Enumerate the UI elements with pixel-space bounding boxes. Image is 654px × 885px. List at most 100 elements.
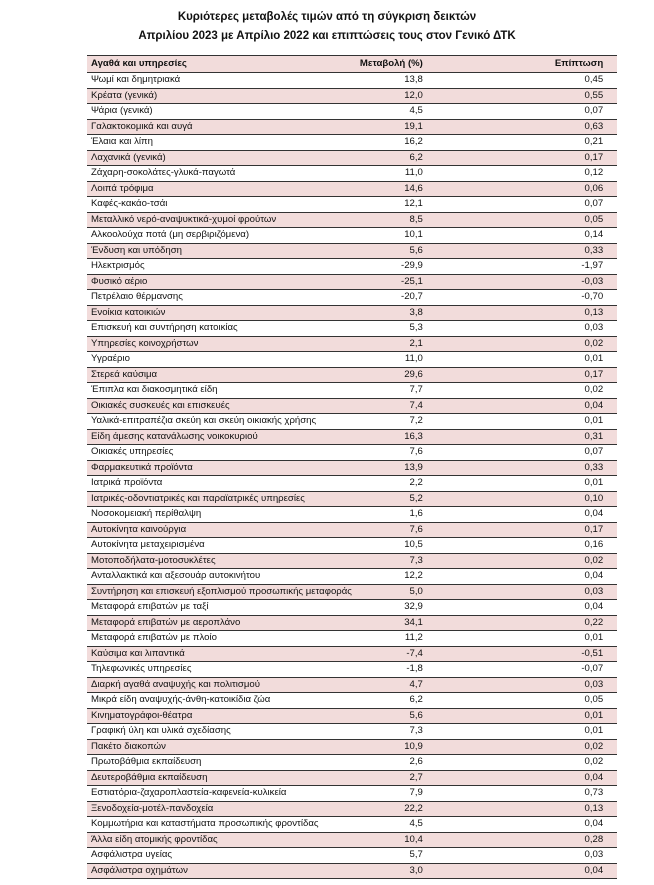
table-row: Διαρκή αγαθά αναψυχής και πολιτισμού 4,7 0… [87,677,618,693]
price-changes-table: Αγαθά και υπηρεσίες Μεταβολή (%) Επίπτωσ… [87,55,618,879]
change-percent-cell: 12,1 [355,196,551,213]
item-name-cell: Ένδυση και υπόδηση [87,243,356,259]
table-row: Οικιακές υπηρεσίες 7,6 0,07 [87,444,618,461]
item-name-cell: Στερεά καύσιμα [87,367,356,383]
change-percent-cell: 5,6 [355,243,551,259]
table-row: Αυτοκίνητα καινούργια 7,6 0,17 [87,522,618,538]
table-row: Ψάρια (γενικά) 4,5 0,07 [87,103,618,120]
change-percent-cell: 5,6 [355,708,551,724]
change-percent-cell: 4,5 [355,103,551,120]
item-name-cell: Δευτεροβάθμια εκπαίδευση [87,770,356,786]
table-row: Εστιατόρια-ζαχαροπλαστεία-καφενεία-κυλικ… [87,785,618,802]
change-percent-cell: -1,8 [355,661,551,678]
table-row: Ξενοδοχεία-μοτέλ-πανδοχεία 22,2 0,13 [87,801,618,817]
item-name-cell: Κρέατα (γενικά) [87,88,356,104]
impact-cell: 0,33 [550,460,618,476]
impact-cell: 0,05 [550,692,618,709]
change-percent-cell: 11,0 [355,351,551,368]
table-row: Συντήρηση και επισκευή εξοπλισμού προσωπ… [87,584,618,600]
impact-cell: 0,31 [550,429,618,445]
change-percent-cell: 29,6 [355,367,551,383]
impact-cell: 0,13 [550,305,618,321]
impact-cell: 0,13 [550,801,618,817]
impact-cell: 0,03 [550,847,618,864]
item-name-cell: Πετρέλαιο θέρμανσης [87,289,356,306]
impact-cell: 0,04 [550,599,618,616]
table-row: Ιατρικές-οδοντιατρικές και παραϊατρικές … [87,491,618,507]
item-name-cell: Συντήρηση και επισκευή εξοπλισμού προσωπ… [87,584,356,600]
impact-cell: 0,07 [550,103,618,120]
change-percent-cell: 2,1 [355,336,551,352]
item-name-cell: Νοσοκομειακή περίθαλψη [87,506,356,523]
change-percent-cell: 19,1 [355,119,551,135]
table-row: Κρέατα (γενικά) 12,0 0,55 [87,88,618,104]
impact-cell: 0,02 [550,553,618,569]
item-name-cell: Είδη άμεσης κατανάλωσης νοικοκυριού [87,429,356,445]
item-name-cell: Υγραέριο [87,351,356,368]
impact-cell: 0,03 [550,320,618,337]
change-percent-cell: 10,1 [355,227,551,244]
item-name-cell: Έλαια και λίπη [87,134,356,151]
change-percent-cell: 32,9 [355,599,551,616]
change-percent-cell: 16,2 [355,134,551,151]
table-row: Φυσικό αέριο -25,1 -0,03 [87,274,618,290]
table-row: Ένδυση και υπόδηση 5,6 0,33 [87,243,618,259]
change-percent-cell: 5,2 [355,491,551,507]
item-name-cell: Οικιακές υπηρεσίες [87,444,356,461]
item-name-cell: Γραφική ύλη και υλικά σχεδίασης [87,723,356,740]
table-row: Πακέτο διακοπών 10,9 0,02 [87,739,618,755]
impact-cell: 0,10 [550,491,618,507]
table-row: Ενοίκια κατοικιών 3,8 0,13 [87,305,618,321]
impact-cell: 0,04 [550,568,618,585]
item-name-cell: Άλλα είδη ατομικής φροντίδας [87,832,356,848]
item-name-cell: Καφές-κακάο-τσάι [87,196,356,213]
impact-cell: 0,07 [550,196,618,213]
impact-cell: 0,28 [550,832,618,848]
table-row: Δευτεροβάθμια εκπαίδευση 2,7 0,04 [87,770,618,786]
item-name-cell: Φυσικό αέριο [87,274,356,290]
impact-cell: -0,07 [550,661,618,678]
item-name-cell: Ιατρικές-οδοντιατρικές και παραϊατρικές … [87,491,356,507]
impact-cell: 0,17 [550,367,618,383]
item-name-cell: Ξενοδοχεία-μοτέλ-πανδοχεία [87,801,356,817]
impact-cell: 0,04 [550,398,618,414]
column-header-goods-services: Αγαθά και υπηρεσίες [87,55,356,73]
change-percent-cell: 2,7 [355,770,551,786]
impact-cell: 0,01 [550,723,618,740]
table-row: Οικιακές συσκευές και επισκευές 7,4 0,04 [87,398,618,414]
item-name-cell: Ενοίκια κατοικιών [87,305,356,321]
table-row: Έπιπλα και διακοσμητικά είδη 7,7 0,02 [87,382,618,399]
impact-cell: 0,21 [550,134,618,151]
impact-cell: 0,17 [550,522,618,538]
item-name-cell: Καύσιμα και λιπαντικά [87,646,356,662]
impact-cell: 0,02 [550,382,618,399]
table-row: Υαλικά-επιτραπέζια σκεύη και σκεύη οικια… [87,413,618,430]
item-name-cell: Μεταφορά επιβατών με αεροπλάνο [87,615,356,631]
change-percent-cell: 16,3 [355,429,551,445]
change-percent-cell: 11,0 [355,165,551,182]
change-percent-cell: 12,2 [355,568,551,585]
impact-cell: 0,05 [550,212,618,228]
change-percent-cell: 4,7 [355,677,551,693]
change-percent-cell: 7,6 [355,444,551,461]
table-row: Ασφάλιστρα υγείας 5,7 0,03 [87,847,618,864]
item-name-cell: Ψάρια (γενικά) [87,103,356,120]
impact-cell: -0,03 [550,274,618,290]
impact-cell: 0,55 [550,88,618,104]
item-name-cell: Φαρμακευτικά προϊόντα [87,460,356,476]
item-name-cell: Υπηρεσίες κοινοχρήστων [87,336,356,352]
impact-cell: 0,04 [550,816,618,833]
change-percent-cell: -7,4 [355,646,551,662]
item-name-cell: Πακέτο διακοπών [87,739,356,755]
table-row: Ψωμί και δημητριακά 13,8 0,45 [87,72,618,89]
table-row: Άλλα είδη ατομικής φροντίδας 10,4 0,28 [87,832,618,848]
impact-cell: 0,04 [550,863,618,879]
item-name-cell: Μοτοποδήλατα-μοτοσυκλέτες [87,553,356,569]
table-row: Λαχανικά (γενικά) 6,2 0,17 [87,150,618,166]
item-name-cell: Λοιπά τρόφιμα [87,181,356,197]
item-name-cell: Μεταφορά επιβατών με πλοίο [87,630,356,647]
impact-cell: 0,16 [550,537,618,554]
item-name-cell: Επισκευή και συντήρηση κατοικίας [87,320,356,337]
impact-cell: 0,12 [550,165,618,182]
table-row: Πετρέλαιο θέρμανσης -20,7 -0,70 [87,289,618,306]
